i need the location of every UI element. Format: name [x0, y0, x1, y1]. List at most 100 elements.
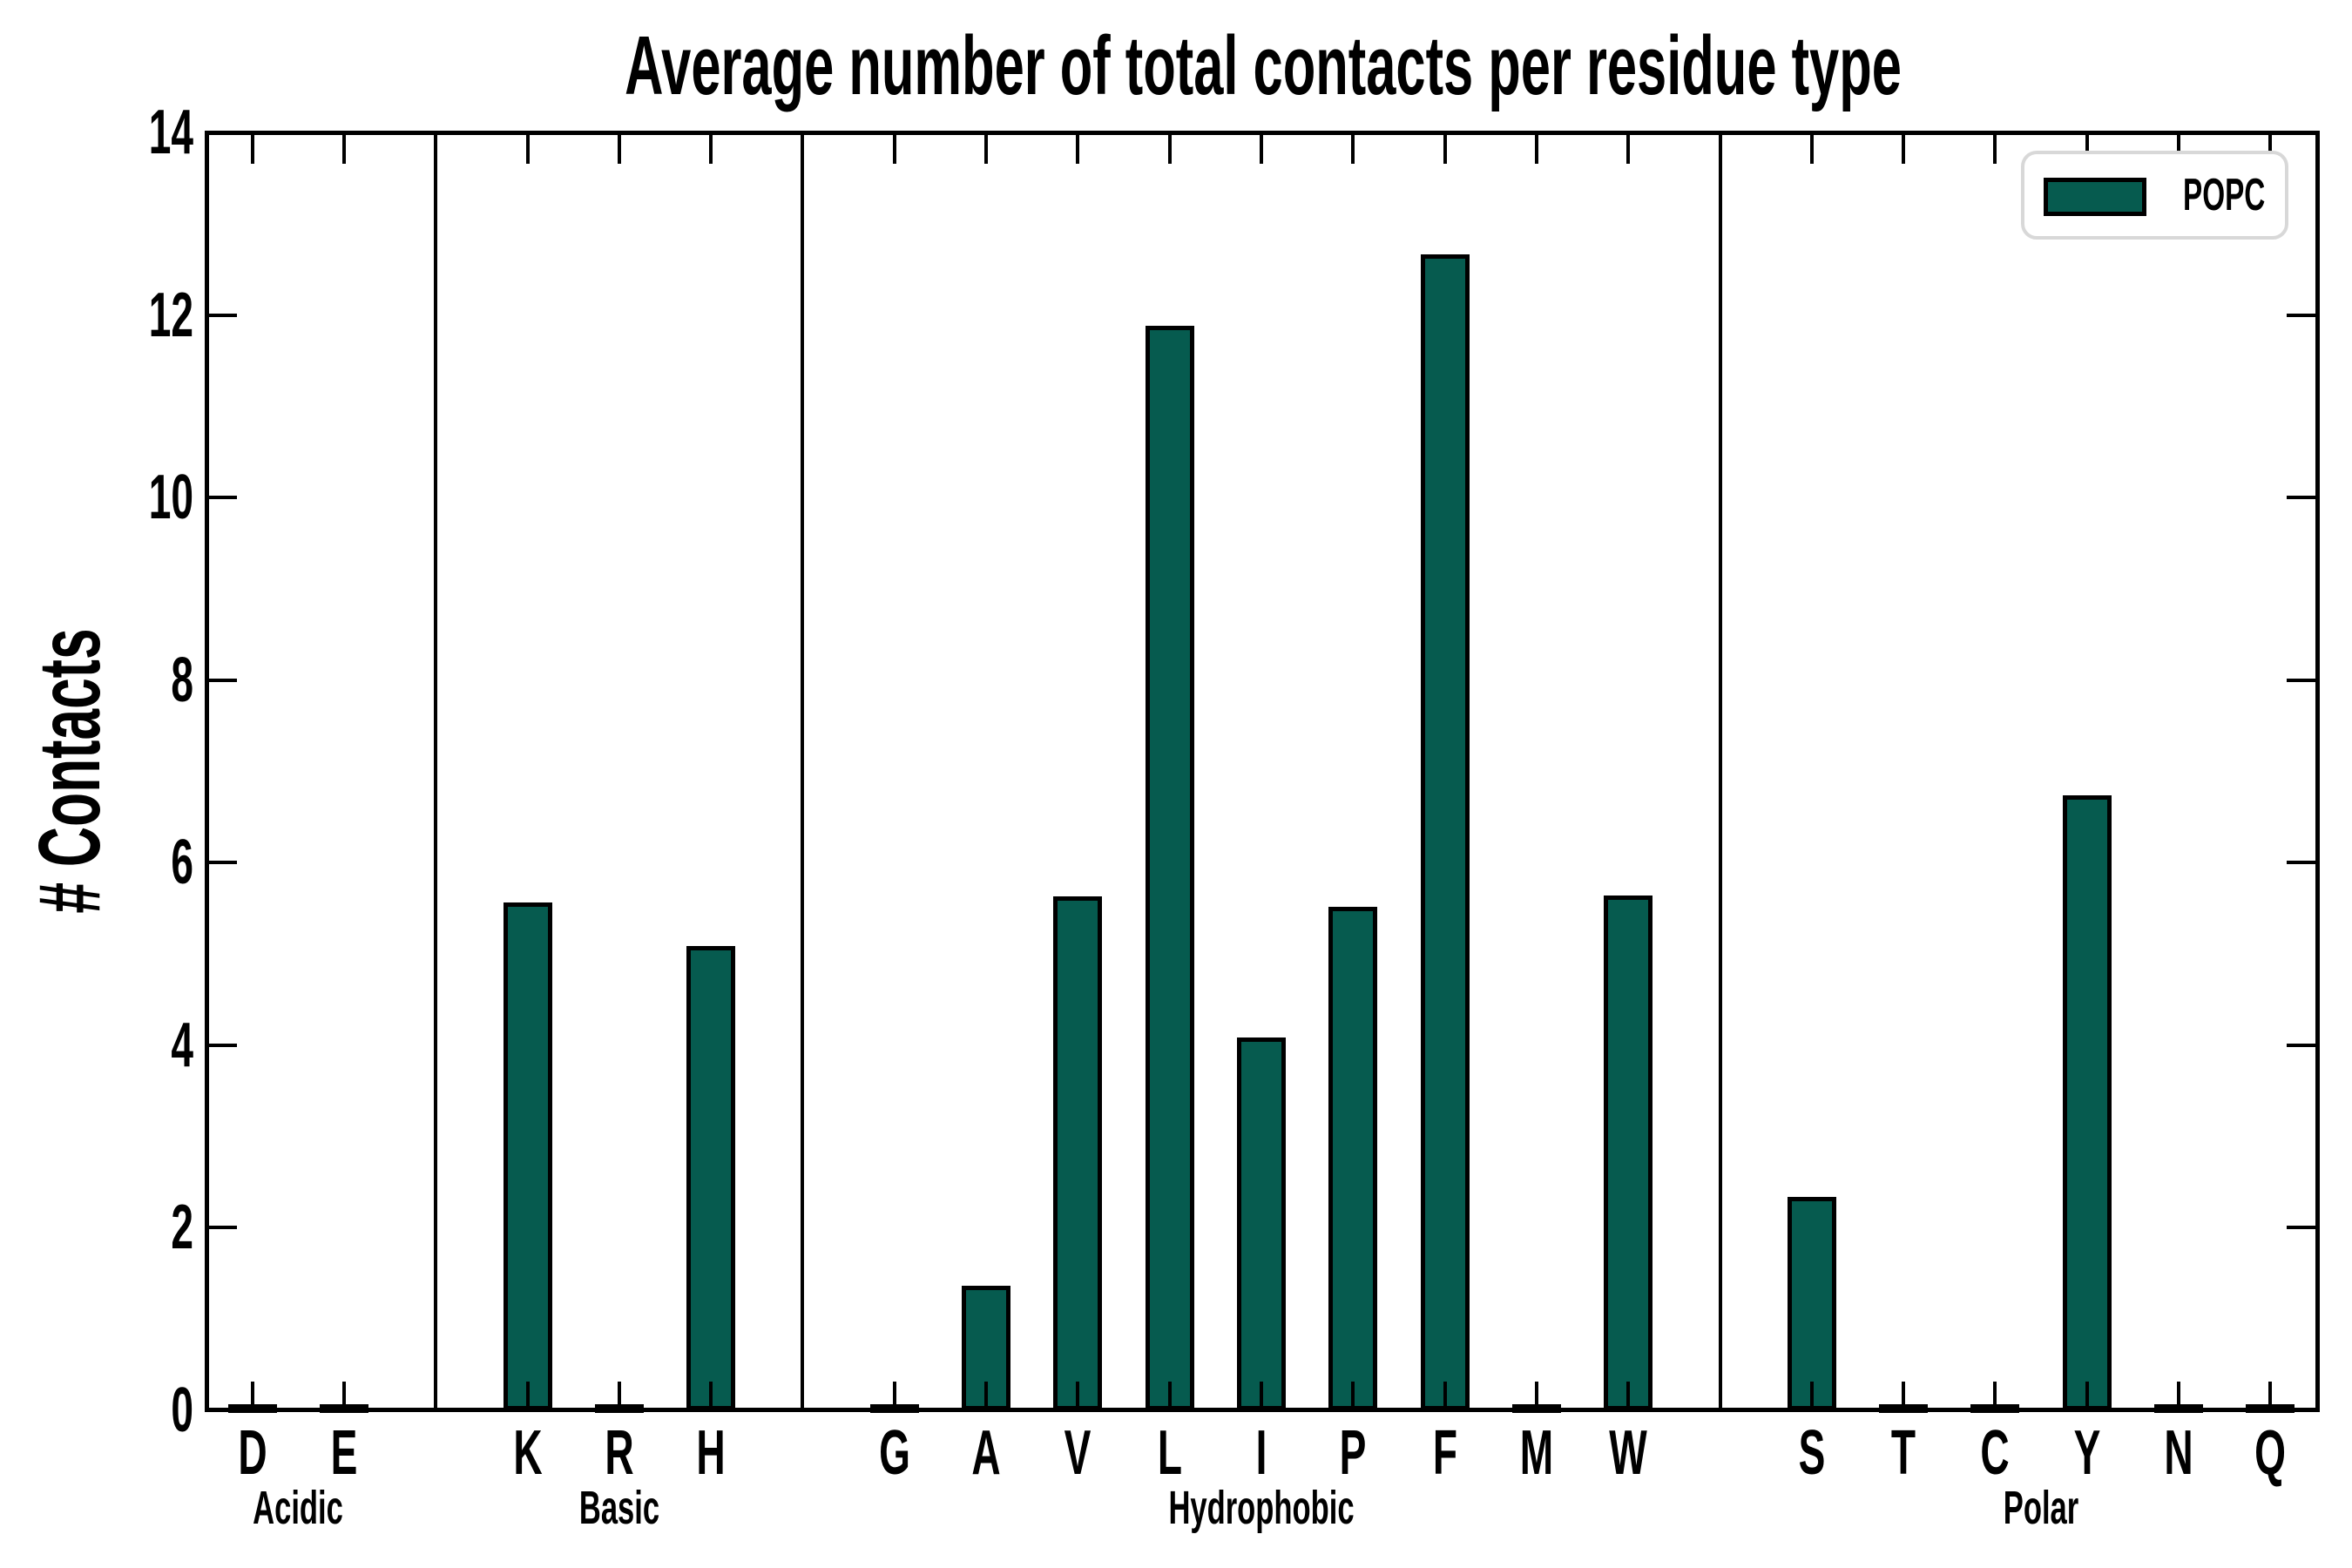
x-tick-top-P [1351, 135, 1355, 164]
y-tick-left-2 [208, 1226, 237, 1230]
x-tick-bottom-M [1534, 1382, 1538, 1410]
bar-P [1328, 907, 1378, 1410]
x-tick-bottom-K [525, 1382, 530, 1410]
chart-title: Average number of total contacts per res… [625, 19, 1902, 112]
x-tick-label-R: R [605, 1418, 634, 1488]
x-tick-label-S: S [1798, 1418, 1826, 1488]
y-tick-left-10 [208, 496, 237, 500]
bar-H [686, 946, 736, 1410]
bar-F [1420, 254, 1470, 1410]
group-label-polar: Polar [2003, 1482, 2079, 1534]
y-tick-right-6 [2287, 861, 2315, 865]
x-tick-label-F: F [1432, 1418, 1457, 1488]
y-tick-right-8 [2287, 678, 2315, 682]
x-tick-label-Q: Q [2254, 1418, 2287, 1488]
x-tick-bottom-F [1443, 1382, 1447, 1410]
x-tick-bottom-G [892, 1382, 896, 1410]
y-tick-label-14: 14 [148, 98, 193, 167]
y-tick-right-2 [2287, 1226, 2315, 1230]
x-tick-label-C: C [1980, 1418, 2011, 1488]
x-tick-label-V: V [1064, 1418, 1092, 1488]
group-separator [434, 132, 438, 1410]
y-tick-label-0: 0 [171, 1375, 193, 1445]
group-separator [801, 132, 805, 1410]
x-tick-bottom-E [341, 1382, 346, 1410]
y-tick-left-14 [208, 131, 237, 134]
x-tick-label-N: N [2164, 1418, 2193, 1488]
y-tick-left-6 [208, 861, 237, 865]
x-tick-bottom-Y [2085, 1382, 2089, 1410]
y-tick-left-4 [208, 1043, 237, 1047]
x-tick-bottom-A [984, 1382, 989, 1410]
x-tick-top-H [709, 135, 713, 164]
x-tick-top-I [1260, 135, 1263, 164]
x-tick-label-I: I [1255, 1418, 1267, 1488]
bar-I [1237, 1037, 1286, 1410]
x-tick-bottom-L [1167, 1382, 1172, 1410]
y-tick-label-10: 10 [148, 463, 193, 533]
x-tick-bottom-T [1902, 1382, 1906, 1410]
x-tick-bottom-Q [2268, 1382, 2273, 1410]
x-tick-label-P: P [1339, 1418, 1367, 1488]
x-tick-top-V [1076, 135, 1080, 164]
x-tick-bottom-N [2177, 1382, 2181, 1410]
x-tick-label-H: H [696, 1418, 726, 1488]
x-tick-top-K [525, 135, 530, 164]
x-tick-top-A [984, 135, 989, 164]
x-tick-label-E: E [330, 1418, 358, 1488]
x-tick-bottom-D [250, 1382, 254, 1410]
x-tick-top-F [1443, 135, 1447, 164]
x-tick-top-M [1534, 135, 1538, 164]
x-tick-bottom-W [1626, 1382, 1631, 1410]
y-tick-label-4: 4 [171, 1010, 193, 1080]
bar-L [1145, 326, 1194, 1410]
x-tick-top-D [250, 135, 254, 164]
x-tick-bottom-I [1260, 1382, 1263, 1410]
x-tick-top-G [892, 135, 896, 164]
legend-label: POPC [2183, 170, 2266, 220]
y-tick-left-12 [208, 313, 237, 317]
bar-V [1053, 896, 1103, 1410]
x-tick-top-L [1167, 135, 1172, 164]
x-tick-label-L: L [1157, 1418, 1182, 1488]
y-tick-label-12: 12 [148, 280, 193, 350]
x-tick-top-E [341, 135, 346, 164]
bar-K [503, 902, 552, 1410]
x-tick-top-S [1809, 135, 1814, 164]
x-tick-top-R [617, 135, 621, 164]
group-label-acidic: Acidic [253, 1482, 344, 1534]
x-tick-label-G: G [878, 1418, 910, 1488]
x-tick-bottom-V [1076, 1382, 1080, 1410]
bar-Y [2062, 795, 2112, 1410]
x-tick-bottom-S [1809, 1382, 1814, 1410]
bar-W [1604, 896, 1653, 1410]
x-tick-label-M: M [1519, 1418, 1554, 1488]
x-tick-label-K: K [512, 1418, 543, 1488]
group-label-hydrophobic: Hydrophobic [1168, 1482, 1355, 1534]
y-tick-right-0 [2287, 1409, 2315, 1412]
x-tick-top-C [1993, 135, 1997, 164]
x-tick-label-D: D [238, 1418, 267, 1488]
group-label-basic: Basic [578, 1482, 659, 1534]
x-tick-top-N [2177, 135, 2181, 164]
legend-swatch-popc [2044, 178, 2146, 216]
x-tick-bottom-P [1351, 1382, 1355, 1410]
x-tick-label-A: A [971, 1418, 1001, 1488]
bar-S [1787, 1197, 1836, 1410]
x-tick-top-Q [2268, 135, 2273, 164]
x-tick-top-Y [2085, 135, 2089, 164]
y-tick-left-0 [208, 1409, 237, 1412]
y-tick-right-14 [2287, 131, 2315, 134]
x-tick-top-W [1626, 135, 1631, 164]
x-tick-label-Y: Y [2073, 1418, 2101, 1488]
y-tick-label-8: 8 [171, 645, 193, 715]
x-tick-bottom-R [617, 1382, 621, 1410]
x-tick-top-T [1902, 135, 1906, 164]
x-tick-label-T: T [1891, 1418, 1916, 1488]
group-separator [1718, 132, 1722, 1410]
x-tick-bottom-C [1993, 1382, 1997, 1410]
y-tick-right-12 [2287, 313, 2315, 317]
y-tick-label-6: 6 [171, 828, 193, 898]
x-tick-label-W: W [1609, 1418, 1647, 1488]
